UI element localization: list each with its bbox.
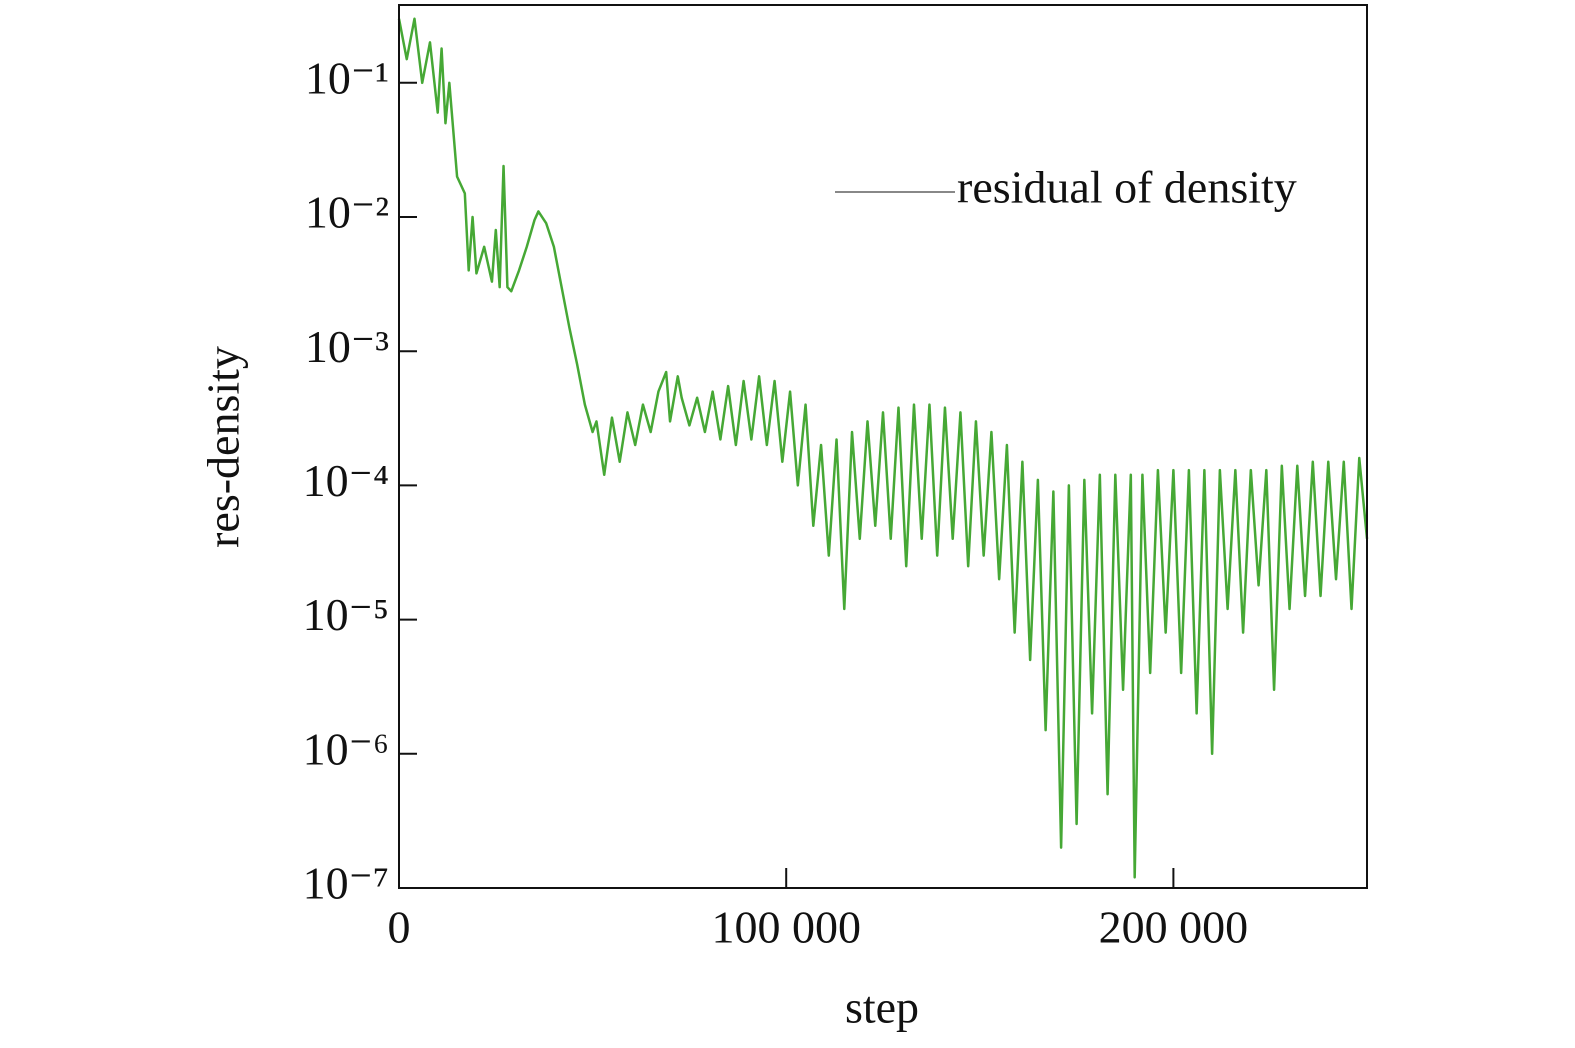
plot-frame: [398, 4, 1368, 889]
x-tick-label: 200 000: [1099, 902, 1249, 953]
y-tick-label: 10⁻⁷: [303, 858, 389, 909]
y-tick-label: 10⁻²: [305, 187, 389, 238]
legend-label: residual of density: [957, 162, 1297, 213]
y-tick-label: 10⁻⁴: [303, 455, 389, 506]
y-tick-label: 10⁻¹: [305, 52, 389, 103]
x-axis-title: step: [845, 982, 919, 1033]
x-tick-label: 100 000: [711, 902, 861, 953]
y-tick-label: 10⁻⁵: [303, 589, 389, 640]
y-axis-title: res-density: [198, 346, 249, 548]
data-line: [397, 17, 1369, 879]
y-tick-label: 10⁻³: [305, 321, 389, 372]
y-tick-label: 10⁻⁶: [303, 723, 389, 774]
x-tick-label: 0: [388, 902, 411, 953]
